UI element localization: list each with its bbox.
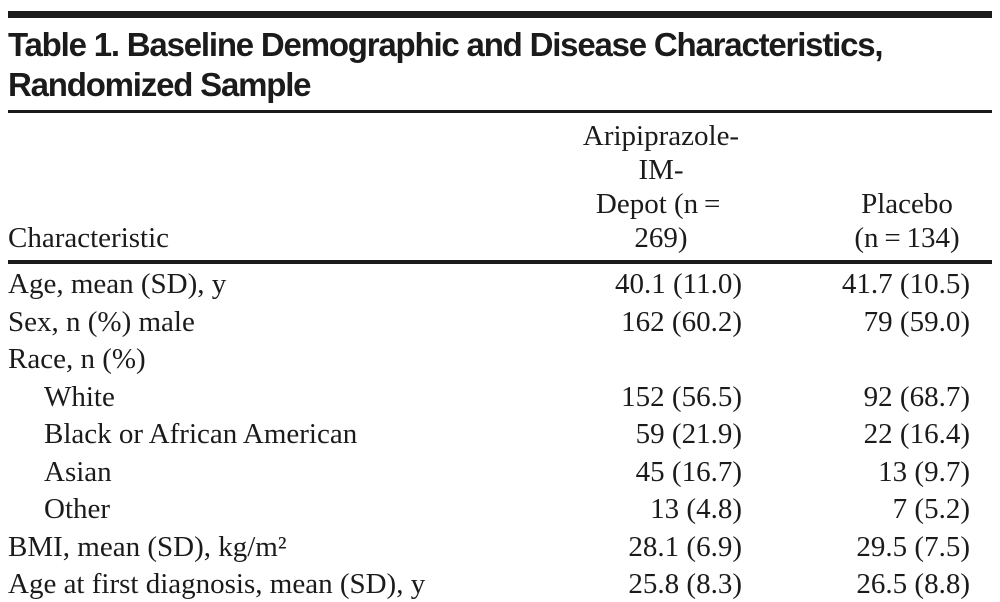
row-label: Asian — [44, 455, 112, 488]
treatment-value: 13 (4.8) — [650, 493, 742, 525]
placebo-value: 41.7 (10.5) — [841, 268, 970, 300]
table-title-line2: Randomized Sample — [8, 66, 312, 103]
column-header-treatment: Aripiprazole-IM- Depot (n = 269) — [540, 119, 752, 255]
row-label: Age, mean (SD), y — [8, 268, 227, 300]
row-label: Sex, n (%) male — [8, 305, 195, 338]
column-header-placebo-line1: Placebo — [861, 188, 953, 220]
table-header-row: Characteristic Aripiprazole-IM- Depot (n… — [8, 113, 992, 260]
title-divider-rule — [8, 110, 992, 113]
placebo-value: 79 (59.0) — [863, 305, 970, 338]
column-header-placebo: Placebo (n = 134) — [752, 187, 992, 255]
column-header-characteristic: Characteristic — [8, 222, 170, 254]
treatment-value: 45 (16.7) — [635, 455, 742, 488]
column-header-treatment-line1: Aripiprazole-IM- — [582, 120, 740, 186]
column-header-placebo-line2: (n = 134) — [854, 222, 960, 254]
table-row: Black or African American 59 (21.9) 22 (… — [8, 416, 992, 454]
table-row: Age, mean (SD), y 40.1 (11.0) 41.7 (10.5… — [8, 266, 992, 304]
table-row: Sex, n (%) male 162 (60.2) 79 (59.0) — [8, 304, 992, 342]
placebo-value: 29.5 (7.5) — [856, 530, 970, 563]
treatment-value: 25.8 (8.3) — [628, 568, 742, 600]
table-row: White 152 (56.5) 92 (68.7) — [8, 379, 992, 417]
treatment-value: 152 (56.5) — [621, 380, 742, 413]
header-divider-rule — [8, 260, 992, 264]
placebo-value: 13 (9.7) — [878, 455, 970, 488]
treatment-value: 59 (21.9) — [635, 418, 742, 450]
placebo-value: 22 (16.4) — [863, 418, 970, 450]
table-row: Other 13 (4.8) 7 (5.2) — [8, 491, 992, 529]
row-label: White — [44, 380, 115, 413]
table-title: Table 1. Baseline Demographic and Diseas… — [8, 25, 992, 105]
table-row-group-race: Race, n (%) — [8, 341, 992, 379]
placebo-value: 26.5 (8.8) — [856, 568, 970, 600]
row-label: Age at first diagnosis, mean (SD), y — [8, 568, 426, 600]
placebo-value: 7 (5.2) — [892, 493, 970, 525]
column-header-treatment-line2: Depot (n = 269) — [595, 188, 727, 254]
row-label: BMI, mean (SD), kg/m² — [8, 530, 287, 563]
row-label: Race, n (%) — [8, 343, 146, 375]
placebo-value: 92 (68.7) — [863, 380, 970, 413]
row-label: Other — [44, 493, 111, 525]
row-label: Black or African American — [44, 418, 358, 450]
table-body: Age, mean (SD), y 40.1 (11.0) 41.7 (10.5… — [8, 264, 992, 602]
table-row: Age at first diagnosis, mean (SD), y 25.… — [8, 566, 992, 602]
top-bar-rule — [8, 11, 992, 18]
treatment-value: 40.1 (11.0) — [615, 268, 742, 300]
treatment-value: 28.1 (6.9) — [628, 530, 742, 563]
table-title-line1: Table 1. Baseline Demographic and Diseas… — [8, 26, 884, 63]
table-row: Asian 45 (16.7) 13 (9.7) — [8, 454, 992, 492]
treatment-value: 162 (60.2) — [621, 305, 742, 338]
table-row: BMI, mean (SD), kg/m² 28.1 (6.9) 29.5 (7… — [8, 529, 992, 567]
treatment-value — [540, 341, 752, 379]
placebo-value — [752, 341, 992, 379]
